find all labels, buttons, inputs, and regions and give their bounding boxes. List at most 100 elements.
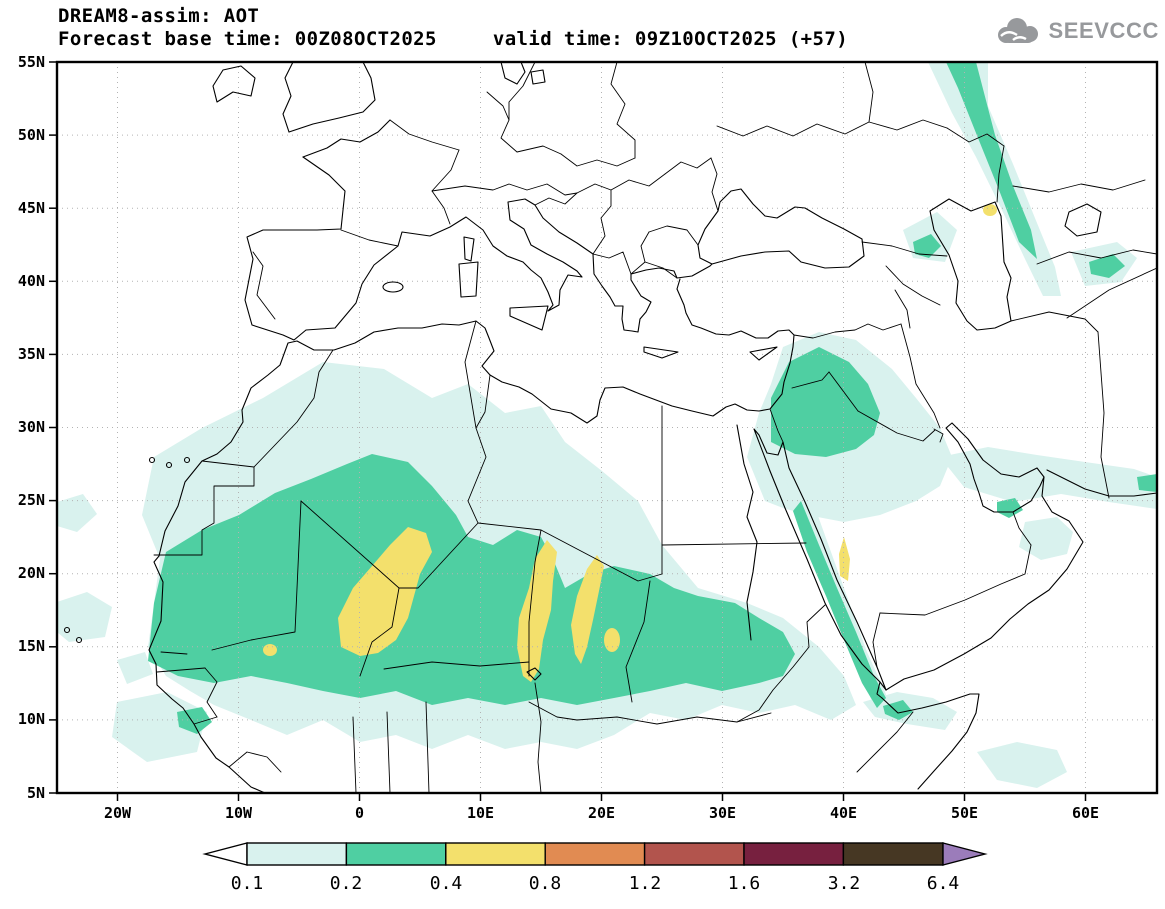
island-outline xyxy=(165,461,173,469)
island-outline xyxy=(148,456,156,464)
border-path xyxy=(201,460,255,468)
x-tick-label: 40E xyxy=(830,804,857,822)
legend-segment xyxy=(643,842,745,866)
aot-region-01 xyxy=(112,692,207,762)
legend-label: 6.4 xyxy=(927,873,960,894)
aot-region-01 xyxy=(57,592,112,642)
aot-region-01 xyxy=(928,62,1061,296)
aot-region-02 xyxy=(148,454,795,705)
y-tick-label: 50N xyxy=(18,126,45,144)
aot-region-04 xyxy=(263,644,277,656)
border-path xyxy=(300,500,479,589)
border-path xyxy=(640,231,650,263)
aot-region-02 xyxy=(883,700,913,720)
chart-title: DREAM8-assim: AOT xyxy=(58,5,260,27)
sea-outline xyxy=(929,198,1012,331)
aot-region-04 xyxy=(983,204,997,216)
border-path xyxy=(664,157,712,175)
coastline-layer xyxy=(63,62,1157,793)
island-outline xyxy=(382,281,404,293)
border-path xyxy=(193,716,218,725)
border-path xyxy=(885,265,941,306)
border-path xyxy=(1097,331,1110,499)
island-outline xyxy=(63,626,71,634)
y-tick-label: 10N xyxy=(18,710,45,728)
island-outline xyxy=(749,346,778,361)
border-path xyxy=(1036,249,1157,265)
coastline-path xyxy=(1046,469,1157,497)
sea-outline xyxy=(697,188,865,269)
y-tick-label: 40N xyxy=(18,272,45,290)
border-path xyxy=(576,712,772,725)
valid-time-label: valid time: 09Z10OCT2025 (+57) xyxy=(492,28,849,50)
border-path xyxy=(710,157,719,212)
border-path xyxy=(716,119,948,137)
cloud-icon xyxy=(998,18,1039,43)
border-path xyxy=(872,612,881,668)
border-path xyxy=(252,251,276,320)
border-path xyxy=(359,587,400,677)
border-path xyxy=(576,173,666,194)
coastline-path xyxy=(148,288,795,793)
border-path xyxy=(1012,179,1146,193)
legend-segment xyxy=(445,842,546,866)
base-time-label: Forecast base time: 00Z08OCT2025 xyxy=(58,28,437,50)
aot-region-01 xyxy=(940,447,1157,509)
legend-label: 0.1 xyxy=(231,873,264,894)
border-path xyxy=(475,374,491,429)
aot-region-01 xyxy=(1019,517,1073,560)
x-tick-label: 20E xyxy=(588,804,615,822)
coastline-path xyxy=(212,65,256,103)
legend-label: 0.8 xyxy=(529,873,562,894)
border-path xyxy=(528,529,542,677)
aot-region-02 xyxy=(1137,474,1157,492)
aot-region-04 xyxy=(839,537,850,581)
coastline-path xyxy=(282,62,294,133)
island-outline xyxy=(509,305,549,331)
island-outline xyxy=(75,636,83,644)
legend-segment xyxy=(345,842,447,866)
island-outline xyxy=(183,456,191,464)
island-outline xyxy=(458,261,479,298)
aot-region-02 xyxy=(913,234,941,258)
coastline-path xyxy=(288,62,376,133)
border-path xyxy=(228,751,282,773)
border-path xyxy=(340,229,399,247)
border-path xyxy=(736,604,826,723)
border-path xyxy=(857,410,936,442)
border-path xyxy=(996,145,1005,203)
legend-segment xyxy=(246,842,348,866)
border-layer xyxy=(153,62,1157,793)
legend-label: 0.2 xyxy=(330,873,363,894)
x-tick-label: 30E xyxy=(709,804,736,822)
coastline-path xyxy=(676,278,681,290)
lake-outline xyxy=(526,667,542,681)
border-path xyxy=(828,371,859,412)
border-path xyxy=(900,323,941,429)
border-path xyxy=(389,119,460,151)
coastline-path xyxy=(302,119,391,158)
aot-region-04 xyxy=(604,628,620,652)
legend-segment xyxy=(743,842,845,866)
border-path xyxy=(352,716,357,793)
border-path xyxy=(1010,311,1099,333)
y-tick-label: 20N xyxy=(18,564,45,582)
border-path xyxy=(894,289,911,329)
legend-segment xyxy=(842,842,944,866)
coastline-path xyxy=(885,476,1084,691)
aot-region-01 xyxy=(117,652,153,684)
x-tick-label: 10W xyxy=(225,804,253,822)
aot-region-04 xyxy=(571,555,604,664)
coastline-path xyxy=(244,156,678,341)
border-path xyxy=(211,500,302,651)
x-tick-label: 20W xyxy=(104,804,132,822)
axis-layer: 20W 10W 0 10E 20E 30E 40E 50E 60E 55N 50… xyxy=(18,53,1099,822)
legend-arrow-right xyxy=(942,842,988,866)
legend-label: 1.2 xyxy=(629,873,662,894)
graticule xyxy=(57,62,1157,793)
border-path xyxy=(204,667,218,718)
y-tick-label: 15N xyxy=(18,637,45,655)
border-path xyxy=(946,127,1005,147)
x-tick-label: 60E xyxy=(1072,804,1099,822)
